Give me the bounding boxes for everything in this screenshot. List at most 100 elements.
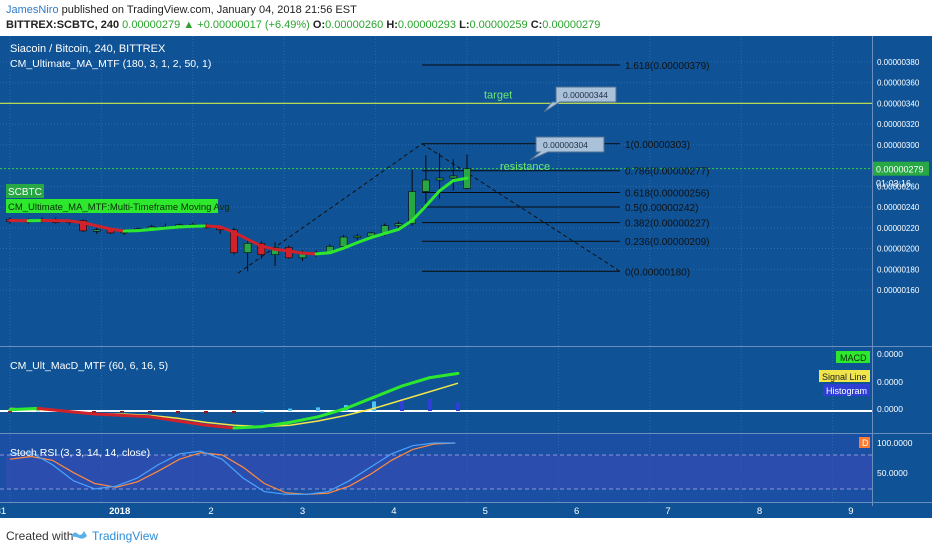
last-price: 0.00000279	[122, 19, 181, 31]
candle-body	[93, 229, 101, 232]
macd-y-tick-label: 0.0000	[877, 404, 903, 414]
x-tick-label: 5	[483, 506, 488, 517]
ohlc-line: BITTREX:SCBTC, 240 0.00000279 ▲ +0.00000…	[6, 19, 600, 31]
countdown-label: 01:03:16	[876, 179, 911, 189]
y-tick-label: 0.00000200	[877, 245, 920, 254]
moving-average-segment	[205, 224, 222, 229]
macd-histogram-bar	[176, 411, 180, 414]
macd-line-segment	[232, 425, 264, 430]
fib-level-label: 0.382(0.00000227)	[625, 219, 710, 230]
macd-histogram-bar	[316, 407, 320, 411]
publish-line: JamesNiro published on TradingView.com, …	[6, 4, 357, 16]
stoch-y-tick-label: 50.0000	[877, 468, 908, 478]
open-label: O:	[312, 19, 326, 31]
stoch-band	[6, 455, 872, 489]
symbol-tag: SCBTC	[8, 187, 42, 198]
price-change: +0.00000017 (+6.49%)	[197, 19, 310, 31]
y-tick-label: 0.00000160	[877, 286, 920, 295]
macd-line-segment	[92, 412, 124, 417]
moving-average-segment	[232, 230, 250, 241]
legend-signal-bg	[819, 370, 870, 382]
x-tick-label: 4	[391, 506, 396, 517]
fib-level-label: 1.618(0.00000379)	[625, 61, 710, 72]
macd-panel-title: CM_Ult_MacD_MTF (60, 6, 16, 5)	[10, 360, 168, 372]
footer: Created with TradingView	[0, 522, 932, 550]
moving-average-segment	[218, 225, 236, 234]
y-tick-label: 0.00000380	[877, 58, 920, 67]
publish-info: published on TradingView.com, January 04…	[61, 4, 357, 16]
up-arrow-icon: ▲	[183, 19, 195, 31]
macd-histogram-bar	[232, 411, 236, 414]
resistance-callout-text: 0.00000304	[543, 140, 588, 150]
y-tick-label: 0.00000360	[877, 79, 920, 88]
fib-level-label: 0.5(0.00000242)	[625, 203, 698, 214]
tradingview-logo-icon	[71, 531, 87, 539]
macd-line-segment	[400, 376, 432, 388]
stoch-d-line	[9, 442, 456, 495]
fib-level-label: 0(0.00000180)	[625, 267, 690, 278]
moving-average-segment	[150, 226, 167, 231]
y-tick-label: 0.00000220	[877, 224, 920, 233]
macd-line-segment	[372, 384, 404, 399]
moving-average-segment	[259, 244, 277, 251]
author-link[interactable]: JamesNiro	[6, 4, 59, 16]
tradingview-link[interactable]: TradingView	[92, 529, 159, 543]
macd-line-segment	[64, 409, 96, 416]
moving-average-segment	[95, 224, 113, 231]
main-indicator-label: CM_Ultimate_MA_MTF (180, 3, 1, 2, 50, 1)	[10, 58, 211, 70]
moving-average-segment	[314, 251, 332, 256]
moving-average-segment	[273, 247, 291, 253]
macd-histogram-bar	[120, 411, 124, 413]
legend-signal: Signal Line	[822, 372, 867, 382]
x-tick-label: 9	[848, 506, 853, 517]
macd-histogram-bar	[92, 411, 96, 413]
y-tick-label: 0.00000340	[877, 99, 920, 108]
y-tick-label: 0.00000300	[877, 141, 920, 150]
macd-histogram-bar	[260, 411, 264, 413]
candle-body	[257, 242, 266, 255]
chart-area[interactable]: 0.00000380 0.00000360 0.00000340 0.00000320…	[0, 36, 932, 518]
resistance-label: resistance	[500, 161, 550, 173]
fib-level-label: 1(0.00000303)	[625, 140, 690, 151]
main-panel-bg	[0, 36, 872, 346]
candle-body	[435, 177, 444, 181]
x-tick-label: 2	[208, 506, 213, 517]
fib-trend-line	[237, 143, 423, 274]
moving-average-segment	[246, 237, 263, 248]
moving-average-segment	[300, 251, 318, 256]
macd-line-segment	[344, 395, 376, 410]
open-value: 0.00000260	[325, 19, 384, 31]
macd-y-tick-label: 0.0000	[877, 349, 903, 359]
stoch-k-line	[9, 442, 456, 495]
moving-average-segment	[177, 224, 195, 229]
macd-line-segment	[120, 413, 152, 419]
macd-line-segment	[148, 415, 180, 423]
chart-svg[interactable]: 0.00000380 0.00000360 0.00000340 0.00000320…	[0, 36, 932, 518]
macd-histogram-bar	[204, 411, 208, 414]
low-value: 0.00000259	[469, 19, 528, 31]
x-tick-label: 7	[665, 506, 670, 517]
candle-body	[408, 191, 416, 224]
y-tick-label: 0.00000240	[877, 203, 920, 212]
moving-average-segment	[396, 218, 414, 231]
created-with-text: Created with	[6, 529, 74, 543]
moving-average-segment	[136, 227, 154, 233]
target-callout-bubble	[543, 86, 617, 113]
moving-average-segment	[342, 241, 359, 250]
moving-average-segment	[163, 225, 181, 230]
moving-average-segment	[328, 246, 346, 255]
chart-header: JamesNiro published on TradingView.com, …	[0, 0, 932, 36]
moving-average-segment	[424, 189, 442, 208]
macd-line-segment	[316, 406, 348, 419]
x-tick-label: 31	[0, 506, 6, 517]
y-tick-label: 0.00000180	[877, 265, 920, 274]
macd-histogram-bar	[148, 411, 152, 413]
candle-body	[230, 229, 238, 253]
moving-average-segment	[287, 249, 304, 255]
legend-macd: MACD	[840, 353, 867, 363]
stoch-badge-bg	[859, 437, 870, 448]
moving-average-segment	[410, 204, 428, 222]
high-label: H:	[386, 19, 398, 31]
moving-average-segment	[355, 236, 373, 245]
symbol-label: BITTREX:SCBTC, 240	[6, 19, 120, 31]
